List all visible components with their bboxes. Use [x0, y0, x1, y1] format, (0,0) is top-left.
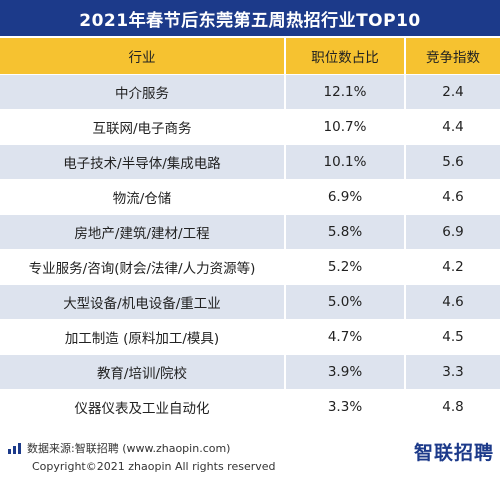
- data-source-text: 数据来源:智联招聘 (www.zhaopin.com): [27, 442, 231, 455]
- job-share-cell: 12.1%: [285, 74, 406, 110]
- job-share-cell: 3.3%: [285, 389, 406, 425]
- table-row: 电子技术/半导体/集成电路 10.1% 5.6: [0, 144, 500, 180]
- footer: 数据来源:智联招聘 (www.zhaopin.com) Copyright©20…: [0, 434, 500, 478]
- competition-index-cell: 2.4: [405, 74, 500, 110]
- table-row: 专业服务/咨询(财会/法律/人力资源等) 5.2% 4.2: [0, 249, 500, 285]
- table-row: 教育/培训/院校 3.9% 3.3: [0, 354, 500, 390]
- industry-cell: 加工制造 (原料加工/模具): [0, 319, 286, 355]
- job-share-cell: 5.0%: [285, 284, 406, 320]
- table-row: 中介服务 12.1% 2.4: [0, 74, 500, 110]
- ranking-table: 行业 职位数占比 竞争指数 中介服务 12.1% 2.4 互联网/电子商务 10…: [0, 38, 500, 425]
- table-row: 互联网/电子商务 10.7% 4.4: [0, 109, 500, 145]
- industry-cell: 互联网/电子商务: [0, 109, 286, 145]
- competition-index-cell: 4.6: [405, 179, 500, 215]
- table-row: 仪器仪表及工业自动化 3.3% 4.8: [0, 389, 500, 425]
- competition-index-cell: 4.6: [405, 284, 500, 320]
- job-share-cell: 3.9%: [285, 354, 406, 390]
- job-share-cell: 6.9%: [285, 179, 406, 215]
- competition-index-cell: 6.9: [405, 214, 500, 250]
- job-share-cell: 10.7%: [285, 109, 406, 145]
- industry-cell: 大型设备/机电设备/重工业: [0, 284, 286, 320]
- job-share-cell: 5.8%: [285, 214, 406, 250]
- industry-cell: 仪器仪表及工业自动化: [0, 389, 286, 425]
- competition-index-cell: 4.4: [405, 109, 500, 145]
- competition-index-cell: 3.3: [405, 354, 500, 390]
- competition-index-cell: 5.6: [405, 144, 500, 180]
- industry-cell: 教育/培训/院校: [0, 354, 286, 390]
- copyright-text: Copyright©2021 zhaopin All rights reserv…: [32, 460, 276, 473]
- table-row: 物流/仓储 6.9% 4.6: [0, 179, 500, 215]
- page-title: 2021年春节后东莞第五周热招行业TOP10: [0, 0, 500, 36]
- column-header-industry: 行业: [0, 38, 286, 75]
- table-row: 房地产/建筑/建材/工程 5.8% 6.9: [0, 214, 500, 250]
- industry-cell: 电子技术/半导体/集成电路: [0, 144, 286, 180]
- industry-cell: 房地产/建筑/建材/工程: [0, 214, 286, 250]
- bar-chart-icon: [8, 442, 21, 454]
- industry-cell: 物流/仓储: [0, 179, 286, 215]
- table-row: 大型设备/机电设备/重工业 5.0% 4.6: [0, 284, 500, 320]
- job-share-cell: 5.2%: [285, 249, 406, 285]
- table-row: 加工制造 (原料加工/模具) 4.7% 4.5: [0, 319, 500, 355]
- industry-cell: 中介服务: [0, 74, 286, 110]
- zhaopin-logo: 智联招聘: [413, 442, 494, 464]
- column-header-competition-index: 竞争指数: [405, 38, 500, 75]
- column-header-job-share: 职位数占比: [285, 38, 406, 75]
- job-share-cell: 10.1%: [285, 144, 406, 180]
- competition-index-cell: 4.5: [405, 319, 500, 355]
- job-share-cell: 4.7%: [285, 319, 406, 355]
- data-source: 数据来源:智联招聘 (www.zhaopin.com): [8, 440, 230, 456]
- industry-cell: 专业服务/咨询(财会/法律/人力资源等): [0, 249, 286, 285]
- competition-index-cell: 4.2: [405, 249, 500, 285]
- table-header-row: 行业 职位数占比 竞争指数: [0, 38, 500, 75]
- competition-index-cell: 4.8: [405, 389, 500, 425]
